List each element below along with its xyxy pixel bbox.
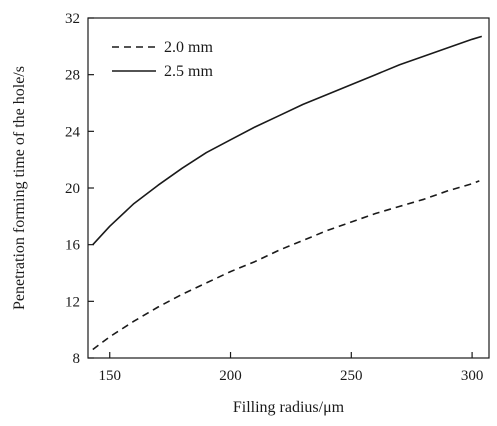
x-tick-label: 250 bbox=[340, 368, 363, 384]
axes bbox=[87, 17, 490, 359]
series-line-2-0-mm bbox=[92, 180, 480, 351]
series-lines bbox=[92, 35, 483, 351]
y-axis-title: Penetration forming time of the hole/s bbox=[11, 66, 28, 310]
tick-marks: 150 200 250 300 8 12 16 20 24 28 32 bbox=[65, 11, 483, 384]
y-tick-label: 12 bbox=[65, 294, 80, 310]
legend-label: 2.5 mm bbox=[164, 63, 213, 80]
y-tick-label: 24 bbox=[65, 124, 81, 140]
y-tick-label: 20 bbox=[65, 181, 80, 197]
plot-frame bbox=[87, 17, 490, 359]
x-tick-label: 300 bbox=[461, 368, 484, 384]
y-tick-label: 16 bbox=[65, 238, 81, 254]
x-axis-title: Filling radius/μm bbox=[233, 399, 345, 416]
legend-label: 2.0 mm bbox=[164, 39, 213, 56]
x-tick-label: 200 bbox=[219, 368, 242, 384]
y-tick-label: 28 bbox=[65, 68, 80, 84]
legend: 2.0 mm 2.5 mm bbox=[112, 39, 213, 80]
y-tick-label: 32 bbox=[65, 11, 80, 27]
x-tick-label: 150 bbox=[98, 368, 121, 384]
y-tick-label: 8 bbox=[73, 351, 81, 367]
series-line-2-5-mm bbox=[92, 35, 483, 246]
